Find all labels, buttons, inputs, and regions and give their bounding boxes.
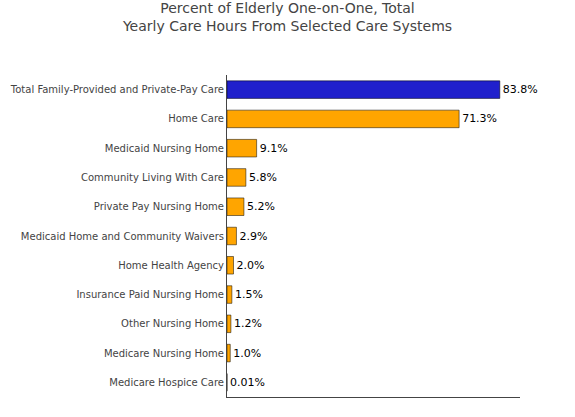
svg-text:2.0%: 2.0% — [237, 259, 265, 272]
svg-text:0.01%: 0.01% — [230, 376, 265, 389]
svg-text:Other Nursing Home: Other Nursing Home — [121, 318, 224, 329]
svg-text:Home Health Agency: Home Health Agency — [118, 260, 224, 271]
svg-text:Total Family-Provided and Priv: Total Family-Provided and Private-Pay Ca… — [10, 84, 224, 95]
svg-text:83.8%: 83.8% — [503, 83, 538, 96]
svg-text:Insurance Paid Nursing Home: Insurance Paid Nursing Home — [76, 289, 224, 300]
svg-text:Community Living With Care: Community Living With Care — [81, 172, 224, 183]
svg-text:71.3%: 71.3% — [462, 112, 497, 125]
svg-text:1.2%: 1.2% — [234, 317, 262, 330]
svg-text:5.2%: 5.2% — [247, 200, 275, 213]
svg-text:9.1%: 9.1% — [260, 142, 288, 155]
svg-text:Percent of Elderly One-on-One,: Percent of Elderly One-on-One, TotalYear… — [122, 0, 452, 34]
svg-text:Medicaid Nursing Home: Medicaid Nursing Home — [105, 143, 224, 154]
svg-text:Private Pay Nursing Home: Private Pay Nursing Home — [94, 201, 224, 212]
svg-text:Medicaid Home and Community Wa: Medicaid Home and Community Waivers — [21, 231, 224, 242]
svg-text:Medicare Nursing Home: Medicare Nursing Home — [104, 348, 224, 359]
svg-text:2.9%: 2.9% — [239, 230, 267, 243]
svg-text:1.0%: 1.0% — [233, 347, 261, 360]
svg-text:5.8%: 5.8% — [249, 171, 277, 184]
svg-text:Medicare Hospice Care: Medicare Hospice Care — [109, 377, 224, 388]
svg-text:Home Care: Home Care — [168, 113, 224, 124]
svg-text:1.5%: 1.5% — [235, 288, 263, 301]
